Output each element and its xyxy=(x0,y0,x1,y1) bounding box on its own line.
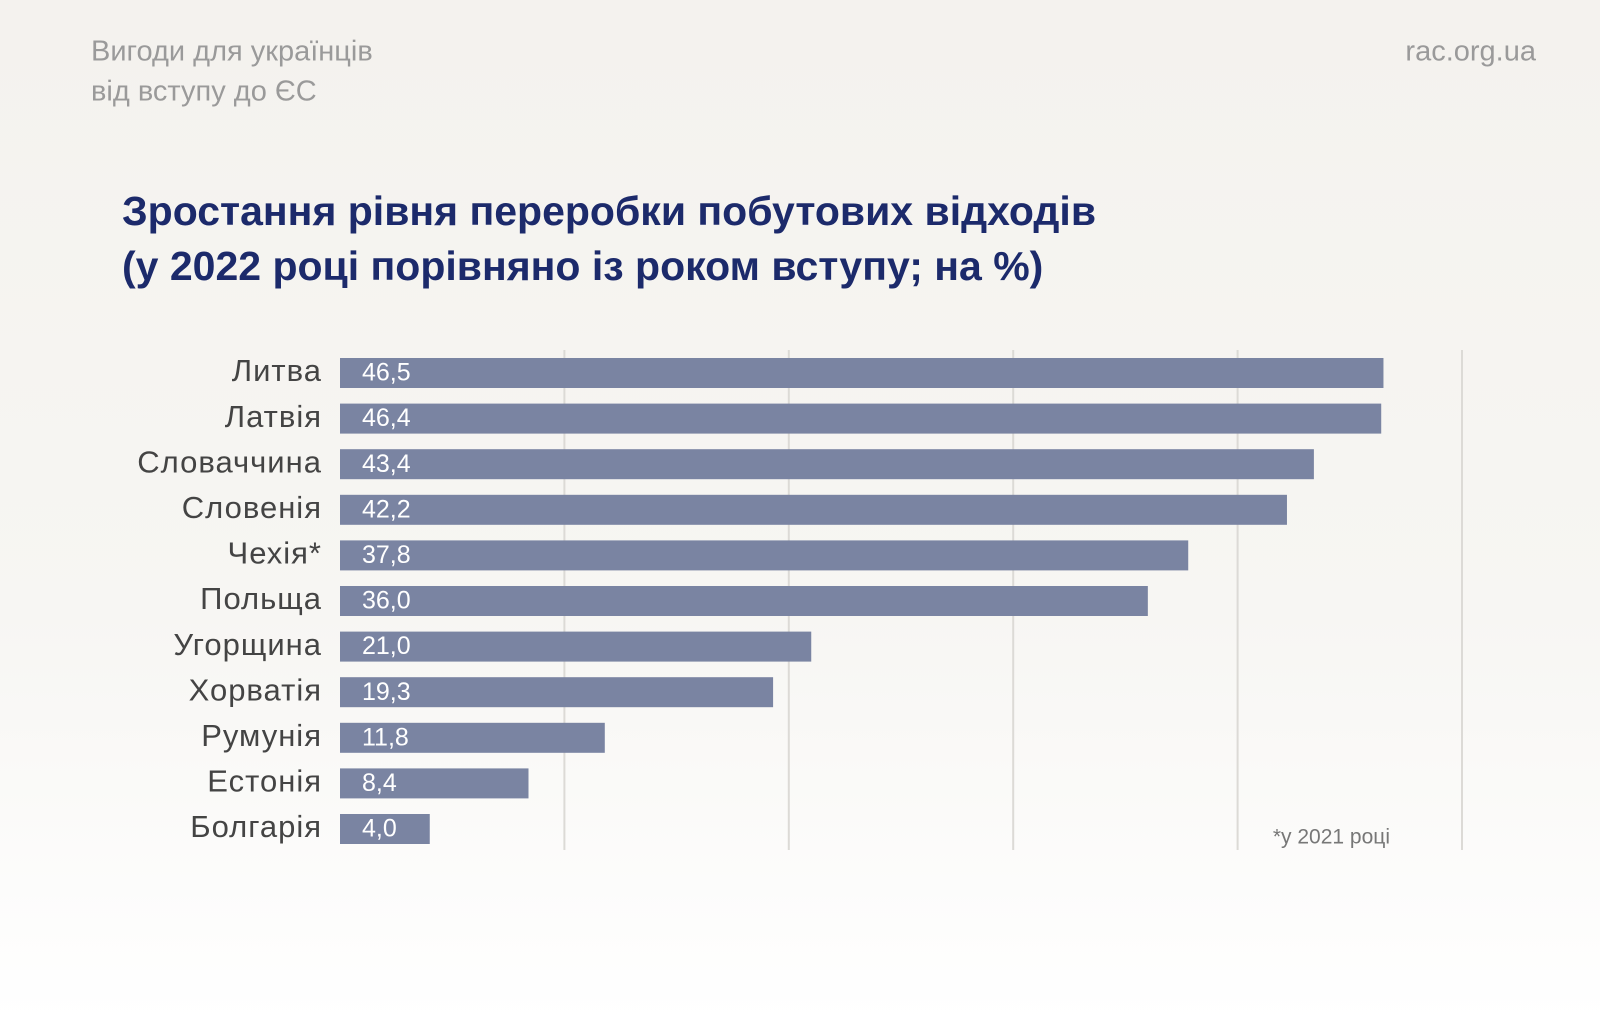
header-line: від вступу до ЄС xyxy=(91,76,317,108)
chart-title: Зростання рівня переробки побутових відх… xyxy=(122,188,1096,234)
bar xyxy=(340,722,605,753)
y-tick-label: Румунія xyxy=(201,718,322,753)
value-label: 4,0 xyxy=(362,815,397,843)
value-label: 8,4 xyxy=(362,769,397,797)
value-label: 11,8 xyxy=(362,723,409,751)
chart-title: (у 2022 році порівняно із роком вступу; … xyxy=(122,243,1043,289)
value-label: 43,4 xyxy=(362,450,411,478)
y-tick-label: Литва xyxy=(232,353,322,388)
site: rac.org.ua xyxy=(1405,36,1536,68)
value-label: 21,0 xyxy=(362,632,411,660)
bar xyxy=(340,494,1287,525)
y-tick-label: Болгарія xyxy=(190,809,322,844)
y-tick-label: Польща xyxy=(200,581,322,616)
y-tick-label: Угорщина xyxy=(173,627,322,662)
y-tick-label: Естонія xyxy=(207,764,322,799)
y-tick-label: Словаччина xyxy=(137,444,322,479)
value-label: 46,4 xyxy=(362,404,411,432)
bar xyxy=(340,586,1148,616)
value-label: 19,3 xyxy=(362,678,411,706)
bar xyxy=(340,403,1382,434)
value-label: 42,2 xyxy=(362,495,411,523)
bar xyxy=(340,814,430,844)
footnote: *у 2021 році xyxy=(1273,826,1390,849)
y-tick-label: Словенія xyxy=(182,490,322,525)
bar xyxy=(340,677,774,708)
bar xyxy=(340,768,529,799)
value-label: 46,5 xyxy=(362,359,411,387)
bar xyxy=(340,540,1189,571)
y-tick-label: Хорватія xyxy=(189,672,322,707)
y-tick-label: Латвія xyxy=(225,399,322,434)
y-tick-label: Чехія* xyxy=(228,536,322,571)
header-line: Вигоди для українців xyxy=(91,36,373,68)
value-label: 36,0 xyxy=(362,587,411,615)
bar xyxy=(340,631,812,662)
bar xyxy=(340,358,1384,388)
bar xyxy=(340,449,1314,480)
value-label: 37,8 xyxy=(362,541,411,569)
